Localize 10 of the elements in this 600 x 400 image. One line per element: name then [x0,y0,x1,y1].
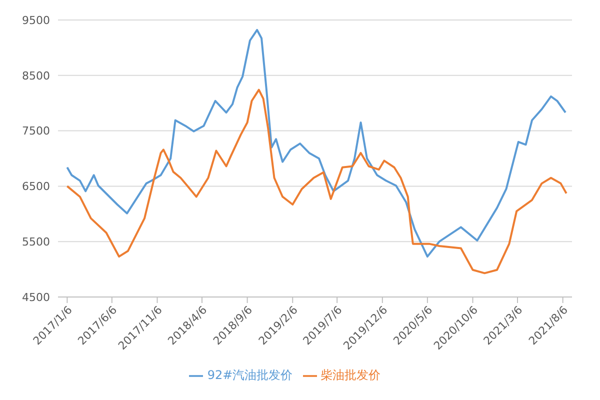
y-tick-label: 4500 [22,290,50,304]
y-tick-label: 8500 [22,69,50,82]
y-tick-label: 7500 [22,124,50,138]
y-tick-label: 9500 [22,14,50,27]
y-tick-label: 6500 [22,180,50,194]
line-series [66,88,568,274]
legend-label: 92#汽油批发价 [207,368,293,382]
line-series [66,28,566,258]
legend-label: 柴油批发价 [320,368,381,382]
y-tick-label: 5500 [22,236,50,249]
